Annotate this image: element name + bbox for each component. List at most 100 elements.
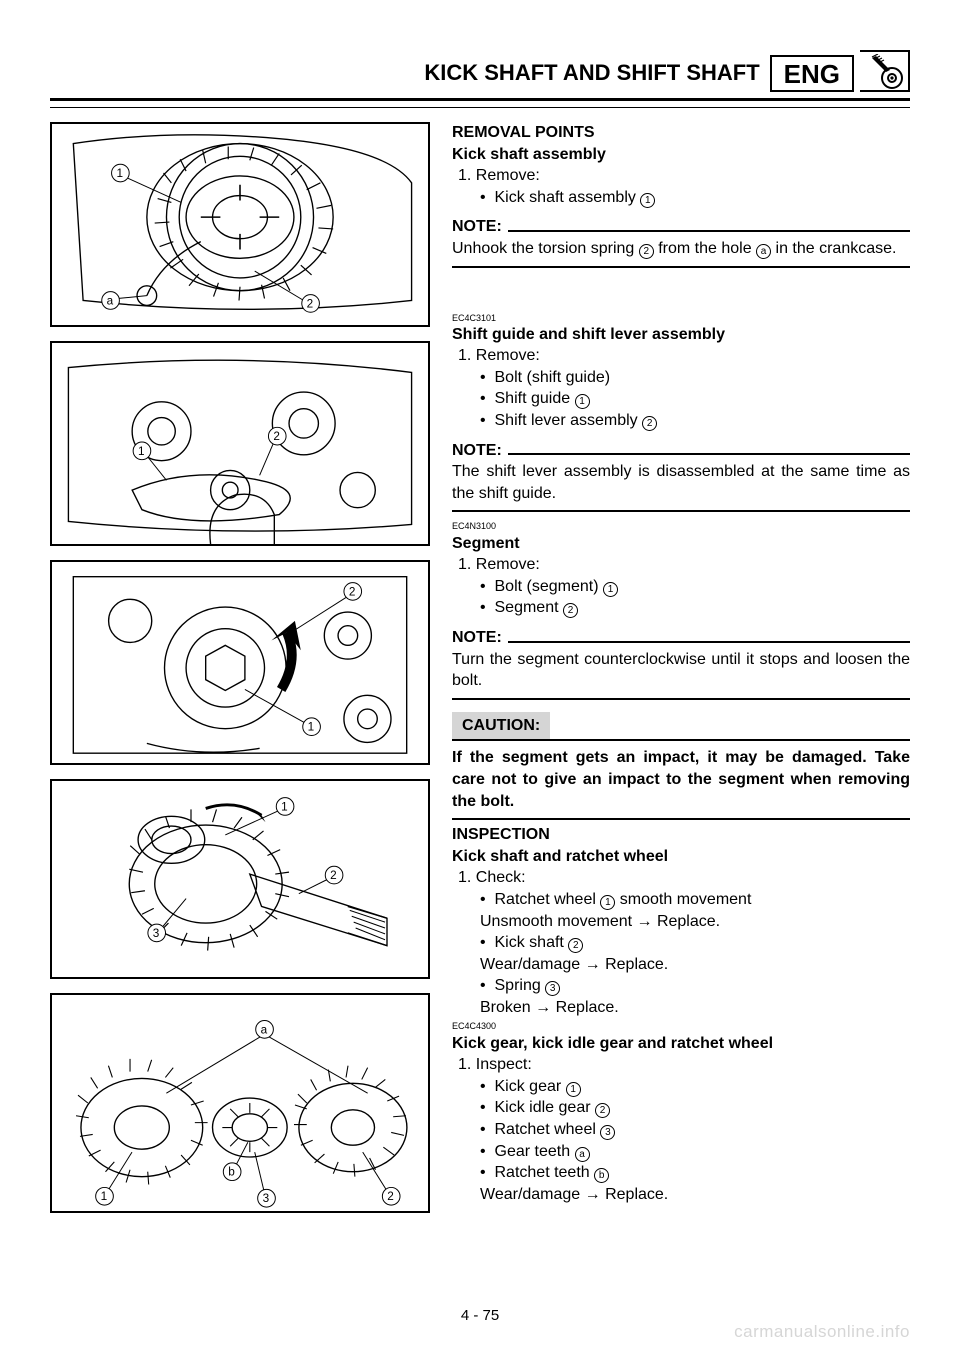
s3-note-body: Turn the segment counterclockwise until … xyxy=(452,649,910,692)
body-columns: 1 a 2 xyxy=(50,122,910,1213)
s5-b4: Gear teeth a xyxy=(480,1141,910,1163)
ref-circle: 1 xyxy=(575,394,590,409)
lang-box: ENG xyxy=(770,55,854,92)
fig5-callout-a: a xyxy=(261,1023,268,1036)
s2-note-head: NOTE: xyxy=(452,440,910,462)
caution-head: CAUTION: xyxy=(452,712,910,742)
s1-subtitle: Kick shaft assembly xyxy=(452,144,910,166)
note-rule xyxy=(508,222,910,232)
ref-circle: 1 xyxy=(640,193,655,208)
s1-bullets: Kick shaft assembly 1 xyxy=(480,187,910,209)
s3-b2: Segment 2 xyxy=(480,597,910,619)
s4-title: INSPECTION xyxy=(452,824,910,846)
s5-b5-line2: Wear/damage → Replace. xyxy=(480,1186,668,1203)
page-header: KICK SHAFT AND SHIFT SHAFT ENG xyxy=(50,50,910,92)
ref-circle: 1 xyxy=(600,895,615,910)
ref-circle: 3 xyxy=(545,981,560,996)
s4-b3: Spring 3Broken → Replace. xyxy=(480,975,910,1018)
ref-circle: a xyxy=(756,244,771,259)
s4-b1: Ratchet wheel 1 smooth movementUnsmooth … xyxy=(480,889,910,932)
fig4-callout-1: 1 xyxy=(281,800,288,813)
fig3-callout-1: 1 xyxy=(308,721,315,734)
fig5-callout-1: 1 xyxy=(101,1190,108,1203)
s4-step: 1. Check: xyxy=(458,867,910,889)
s5-step: 1. Inspect: xyxy=(458,1054,910,1076)
page: KICK SHAFT AND SHIFT SHAFT ENG xyxy=(0,0,960,1358)
s4-b3-line2: Broken → Replace. xyxy=(480,999,619,1016)
s2-b3: Shift lever assembly 2 xyxy=(480,410,910,432)
note-rule xyxy=(508,633,910,643)
s4-b2-line2: Wear/damage → Replace. xyxy=(480,956,668,973)
ref-circle: 2 xyxy=(642,416,657,431)
s3-step: 1. Remove: xyxy=(458,554,910,576)
fig1-callout-a: a xyxy=(107,294,114,307)
fig1-callout-2: 2 xyxy=(307,297,314,310)
fig1-callout-1: 1 xyxy=(116,167,123,180)
section-end-rule xyxy=(452,698,910,700)
ref-circle: b xyxy=(594,1168,609,1183)
s4-b1-line2: Unsmooth movement → Replace. xyxy=(480,913,720,930)
s5-b1: Kick gear 1 xyxy=(480,1076,910,1098)
caution-label: CAUTION: xyxy=(452,712,550,742)
s1-b1: Kick shaft assembly 1 xyxy=(480,187,910,209)
fig5-callout-b: b xyxy=(228,1166,235,1179)
s1-title: REMOVAL POINTS xyxy=(452,122,910,144)
s3-note-head: NOTE: xyxy=(452,627,910,649)
figure-3: 2 1 xyxy=(50,560,430,765)
s2-b1: Bolt (shift guide) xyxy=(480,367,910,389)
fig3-callout-2: 2 xyxy=(349,585,356,598)
caution-body: If the segment gets an impact, it may be… xyxy=(452,747,910,812)
s5-b2: Kick idle gear 2 xyxy=(480,1097,910,1119)
ref-circle: 1 xyxy=(566,1082,581,1097)
note-label: NOTE: xyxy=(452,216,502,238)
ref-circle: 2 xyxy=(595,1103,610,1118)
fig4-callout-3: 3 xyxy=(153,927,160,940)
note-label: NOTE: xyxy=(452,627,502,649)
s1-note-head: NOTE: xyxy=(452,216,910,238)
s2-b2: Shift guide 1 xyxy=(480,388,910,410)
fig5-callout-2: 2 xyxy=(387,1190,394,1203)
s3-bullets: Bolt (segment) 1 Segment 2 xyxy=(480,576,910,619)
figures-column: 1 a 2 xyxy=(50,122,430,1213)
s4-bullets: Ratchet wheel 1 smooth movementUnsmooth … xyxy=(480,889,910,1019)
header-rule-thick xyxy=(50,98,910,101)
s5-b3: Ratchet wheel 3 xyxy=(480,1119,910,1141)
s4-b2: Kick shaft 2Wear/damage → Replace. xyxy=(480,932,910,975)
engine-icon xyxy=(860,50,910,92)
fig4-callout-2: 2 xyxy=(330,869,337,882)
figure-1: 1 a 2 xyxy=(50,122,430,327)
ref-circle: 2 xyxy=(568,938,583,953)
s3-b1: Bolt (segment) 1 xyxy=(480,576,910,598)
section-end-rule xyxy=(452,510,910,512)
s2-bullets: Bolt (shift guide) Shift guide 1 Shift l… xyxy=(480,367,910,432)
ref-circle: 1 xyxy=(603,582,618,597)
s5-subtitle: Kick gear, kick idle gear and ratchet wh… xyxy=(452,1033,910,1055)
fig2-callout-1: 1 xyxy=(138,445,145,458)
watermark: carmanualsonline.info xyxy=(734,1322,910,1342)
ref-circle: a xyxy=(575,1147,590,1162)
fig2-callout-2: 2 xyxy=(273,430,280,443)
s4-subtitle: Kick shaft and ratchet wheel xyxy=(452,846,910,868)
ref-circle: 2 xyxy=(563,603,578,618)
s2-step: 1. Remove: xyxy=(458,345,910,367)
s2-code: EC4C3101 xyxy=(452,312,910,324)
figure-5: a b 1 3 2 xyxy=(50,993,430,1213)
s2-note-body: The shift lever assembly is disassembled… xyxy=(452,461,910,504)
s5-b5: Ratchet teeth bWear/damage → Replace. xyxy=(480,1162,910,1205)
s1-note-body: Unhook the torsion spring 2 from the hol… xyxy=(452,238,910,260)
s3-code: EC4N3100 xyxy=(452,520,910,532)
header-rule-thin xyxy=(50,107,910,108)
s5-bullets: Kick gear 1 Kick idle gear 2 Ratchet whe… xyxy=(480,1076,910,1206)
chapter-title: KICK SHAFT AND SHIFT SHAFT xyxy=(424,60,759,92)
fig5-callout-3: 3 xyxy=(263,1192,270,1205)
s2-subtitle: Shift guide and shift lever assembly xyxy=(452,324,910,346)
figure-2: 1 2 xyxy=(50,341,430,546)
s3-subtitle: Segment xyxy=(452,533,910,555)
ref-circle: 2 xyxy=(639,244,654,259)
caution-rule xyxy=(550,712,910,742)
text-column: REMOVAL POINTS Kick shaft assembly 1. Re… xyxy=(452,122,910,1213)
s5-code: EC4C4300 xyxy=(452,1020,910,1032)
figure-4: 1 2 3 xyxy=(50,779,430,979)
note-rule xyxy=(508,445,910,455)
note-label: NOTE: xyxy=(452,440,502,462)
